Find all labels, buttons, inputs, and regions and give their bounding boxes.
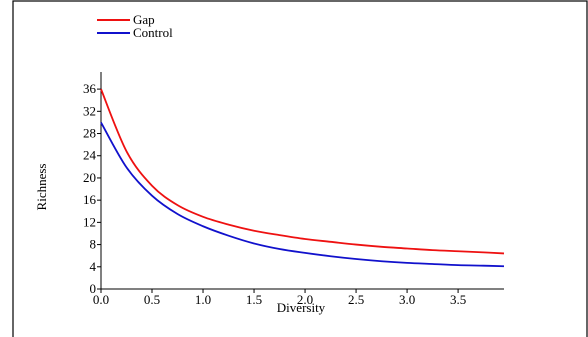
x-tick-label-5: 2.5: [348, 292, 364, 307]
y-tick-label-3: 12: [83, 214, 96, 229]
plot-area: 0.0 0.5 1.0 1.5 2.0 2.5 3.0 3.5 0 4 8 12 16 20 24 28 32 3…: [83, 72, 505, 307]
y-axis-label: Richness: [34, 164, 49, 211]
legend-label-control: Control: [133, 25, 173, 40]
x-tick-label-0: 0.0: [93, 292, 109, 307]
y-tick-label-4: 16: [83, 192, 97, 207]
y-tick-label-5: 20: [83, 170, 96, 185]
y-tick-label-9: 36: [83, 81, 97, 96]
y-tick-label-1: 4: [90, 259, 97, 274]
y-tick-label-8: 32: [83, 103, 96, 118]
y-tick-label-2: 8: [90, 237, 97, 252]
x-tick-label-1: 0.5: [144, 292, 160, 307]
x-tick-label-6: 3.0: [399, 292, 415, 307]
series-line-control: [100, 121, 505, 268]
y-tick-label-7: 28: [83, 126, 96, 141]
x-axis-label: Diversity: [277, 300, 326, 315]
legend: Gap Control: [97, 12, 173, 40]
chart-border: [12, 0, 588, 337]
x-tick-label-3: 1.5: [246, 292, 262, 307]
series-line-gap: [100, 88, 505, 255]
x-tick-label-2: 1.0: [195, 292, 211, 307]
x-tick-label-4: 2.0: [297, 292, 313, 307]
legend-label-gap: Gap: [133, 12, 155, 27]
y-tick-label-0: 0: [90, 281, 97, 296]
x-tick-label-7: 3.5: [450, 292, 466, 307]
y-tick-label-6: 24: [83, 148, 97, 163]
